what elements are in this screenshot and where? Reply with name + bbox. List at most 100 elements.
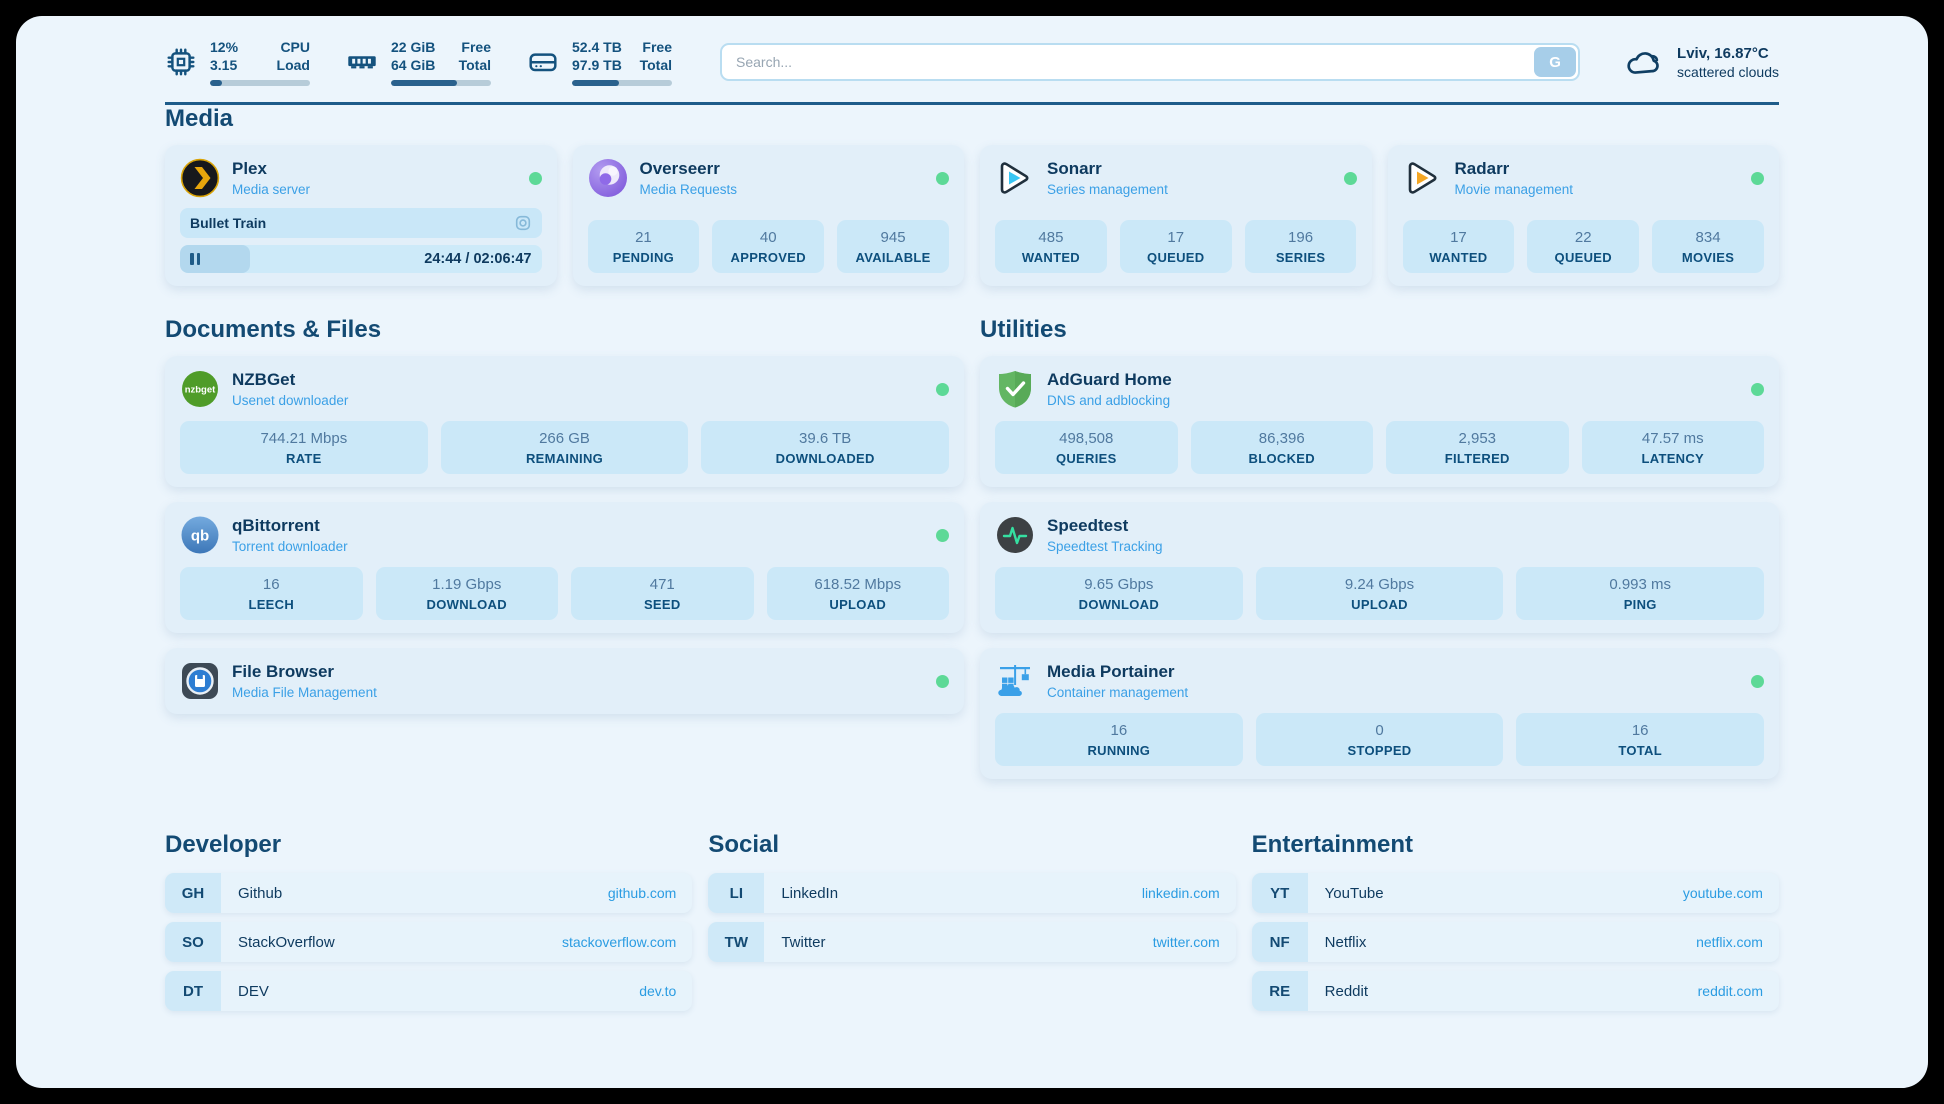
bookmark-label: DEV	[238, 982, 269, 1000]
app-titles: AdGuard Home DNS and adblocking	[1047, 370, 1172, 408]
stat-available: 945 AVAILABLE	[837, 220, 949, 274]
stat-value: 47.57 ms	[1641, 430, 1704, 448]
filebrowser-card[interactable]: File Browser Media File Management	[165, 648, 964, 715]
bookmark-twitter[interactable]: TW Twitter twitter.com	[708, 922, 1236, 963]
stat-upload: 618.52 Mbps UPLOAD	[766, 567, 949, 621]
app-name: File Browser	[232, 662, 335, 682]
app-header: Radarr Movie management	[1403, 158, 1764, 198]
playback-info-icon[interactable]	[514, 214, 532, 232]
app-header: File Browser Media File Management	[180, 661, 949, 701]
adguard-card[interactable]: AdGuard Home DNS and adblocking 498,508 QUE…	[980, 356, 1779, 488]
bookmark-url: linkedin.com	[1141, 885, 1220, 902]
app-subtitle: Media File Management	[232, 685, 377, 701]
app-header: Media Portainer Container management	[995, 661, 1764, 701]
usage-bar-fill	[210, 80, 222, 87]
stat-label: LEECH	[248, 597, 295, 613]
app-header: AdGuard Home DNS and adblocking	[995, 369, 1764, 409]
stat-label: DOWNLOAD	[1078, 597, 1160, 613]
app-titles: Overseerr Media Requests	[640, 159, 738, 197]
weather-widget: Lviv, 16.87°C scattered clouds	[1624, 45, 1779, 80]
speedtest-card[interactable]: Speedtest Speedtest Tracking 9.65 Gbps DOWN…	[980, 502, 1779, 634]
status-dot	[936, 528, 949, 542]
stat-label: STOPPED	[1347, 743, 1412, 759]
stat-label: UPLOAD	[829, 597, 887, 613]
stat-queries: 498,508 QUERIES	[995, 421, 1178, 475]
pause-icon[interactable]	[190, 253, 200, 266]
app-header: Plex Media server	[180, 158, 542, 198]
bookmark-url: youtube.com	[1682, 885, 1763, 902]
playback-time: 24:44 / 02:06:47	[424, 251, 532, 268]
stat-value: 834	[1695, 229, 1721, 247]
bookmark-label: Netflix	[1324, 933, 1367, 951]
stat-value: 40	[759, 229, 777, 247]
playback-progress-bar: 24:44 / 02:06:47	[180, 245, 542, 274]
usage-bar	[210, 80, 310, 87]
stat-row: 498,508 QUERIES 86,396 BLOCKED 2,953 FILTERED…	[995, 409, 1764, 475]
sonarr-card[interactable]: Sonarr Series management 485 WANTED 17 QUEUED…	[980, 145, 1372, 287]
stat-row: 21 PENDING 40 APPROVED 945 AVAILABLE	[587, 208, 950, 274]
qbittorrent-card[interactable]: qb qBittorrent Torrent downloader 16 LEECH 1.…	[165, 502, 964, 634]
portainer-card[interactable]: Media Portainer Container management 16 RUN…	[980, 648, 1779, 780]
bookmark-url: reddit.com	[1697, 983, 1763, 1000]
stat-total: 16 TOTAL	[1516, 713, 1765, 767]
system-stat-body: 12% 3.15 CPU Load	[210, 38, 310, 87]
bookmark-github[interactable]: GH Github github.com	[165, 873, 693, 914]
overseerr-card[interactable]: Overseerr Media Requests 21 PENDING 40 APPROV…	[572, 145, 964, 287]
bookmark-linkedin[interactable]: LI LinkedIn linkedin.com	[708, 873, 1236, 914]
documents-column: nzbget NZBGet Usenet downloader 744.21 Mbps…	[165, 356, 964, 715]
bookmark-netflix[interactable]: NF Netflix netflix.com	[1251, 922, 1779, 963]
stat-remaining: 266 GB REMAINING	[440, 421, 689, 475]
app-header: Overseerr Media Requests	[588, 158, 949, 198]
media-grid: Plex Media server Bullet Train 24:44 / 02:0…	[165, 145, 1779, 287]
search-input[interactable]	[722, 54, 1535, 71]
app-name: Radarr	[1454, 159, 1510, 179]
stat-label: DOWNLOAD	[426, 597, 507, 613]
app-subtitle: DNS and adblocking	[1047, 393, 1171, 409]
system-stat-body: 52.4 TB 97.9 TB Free Total	[572, 38, 672, 87]
stat-download: 1.19 Gbps DOWNLOAD	[375, 567, 558, 621]
radarr-card[interactable]: Radarr Movie management 17 WANTED 22 QUEUED 83…	[1387, 145, 1779, 287]
search-bar: G	[720, 43, 1581, 82]
bookmark-group-social: Social LI LinkedIn linkedin.com TW Twitter twi…	[708, 831, 1236, 1011]
stat-value: 485	[1038, 229, 1064, 247]
app-titles: Media Portainer Container management	[1047, 662, 1188, 700]
search-engine-button[interactable]: G	[1534, 47, 1577, 78]
bookmark-list: LI LinkedIn linkedin.com TW Twitter twitter.c…	[708, 873, 1236, 963]
bookmark-label: Reddit	[1324, 982, 1369, 1000]
nzbget-card[interactable]: nzbget NZBGet Usenet downloader 744.21 Mbps…	[165, 356, 964, 488]
bookmark-url: netflix.com	[1696, 934, 1763, 951]
app-name: Sonarr	[1047, 159, 1102, 179]
stat-label: QUEUED	[1147, 250, 1205, 266]
status-dot	[1751, 382, 1764, 396]
bookmark-youtube[interactable]: YT YouTube youtube.com	[1251, 873, 1779, 914]
stat-row: 17 WANTED 22 QUEUED 834 MOVIES	[1402, 208, 1765, 274]
bookmark-stackoverflow[interactable]: SO StackOverflow stackoverflow.com	[165, 922, 693, 963]
stat-label: AVAILABLE	[855, 250, 931, 266]
bookmark-abbr-badge: SO	[165, 922, 221, 963]
app-titles: NZBGet Usenet downloader	[232, 370, 348, 408]
stat-label-line: CPU	[280, 39, 310, 55]
middle-region: Documents & Files nzbget NZBGet Usenet dow…	[165, 316, 1779, 780]
system-stat-cpu: 12% 3.15 CPU Load	[165, 38, 310, 87]
bookmark-label: Twitter	[781, 933, 826, 951]
stat-upload: 9.24 Gbps UPLOAD	[1255, 567, 1504, 621]
bookmark-label: YouTube	[1324, 884, 1384, 902]
bookmark-url: github.com	[607, 885, 677, 902]
system-stat-values: 22 GiB 64 GiB Free Total	[391, 38, 491, 74]
bookmark-dev[interactable]: DT DEV dev.to	[165, 971, 693, 1012]
stat-label-line: Load	[276, 57, 310, 74]
bookmark-url: stackoverflow.com	[561, 934, 677, 951]
stat-label-line: Total	[458, 57, 491, 74]
stat-label: WANTED	[1429, 250, 1488, 266]
portainer-icon	[995, 661, 1035, 701]
stat-value: 0.993 ms	[1609, 576, 1672, 594]
stat-value: 39.6 TB	[799, 430, 852, 448]
stat-series: 196 SERIES	[1244, 220, 1357, 274]
stat-value: 17	[1450, 229, 1467, 247]
section-title-social: Social	[708, 831, 780, 859]
app-name: qBittorrent	[232, 516, 320, 536]
plex-card[interactable]: Plex Media server Bullet Train 24:44 / 02:0…	[165, 145, 557, 287]
stat-value: 498,508	[1059, 430, 1114, 448]
bookmark-abbr-badge: YT	[1251, 873, 1308, 914]
bookmark-reddit[interactable]: RE Reddit reddit.com	[1251, 971, 1779, 1012]
